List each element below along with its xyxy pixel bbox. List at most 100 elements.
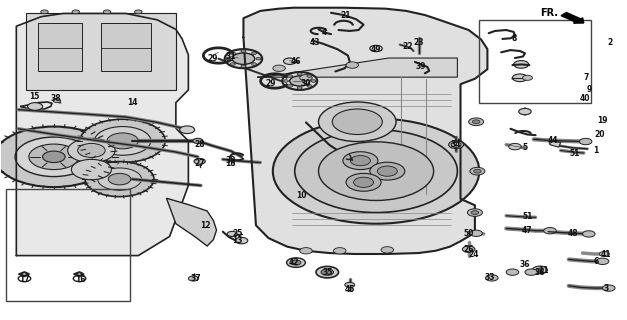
Circle shape	[256, 57, 261, 60]
Circle shape	[41, 10, 48, 14]
Bar	[478, 20, 591, 103]
Circle shape	[532, 266, 547, 274]
Text: 9: 9	[586, 85, 591, 94]
Circle shape	[103, 10, 111, 14]
Circle shape	[354, 177, 374, 188]
Text: 47: 47	[522, 226, 533, 235]
Circle shape	[319, 102, 396, 141]
Circle shape	[85, 162, 154, 197]
Text: 7: 7	[584, 73, 589, 82]
Circle shape	[224, 49, 262, 68]
Circle shape	[300, 248, 312, 254]
Circle shape	[95, 126, 151, 155]
Circle shape	[68, 138, 115, 163]
Circle shape	[582, 231, 595, 237]
Text: 40: 40	[580, 94, 590, 103]
Text: 24: 24	[468, 251, 479, 260]
Text: 37: 37	[191, 274, 201, 283]
Circle shape	[297, 87, 302, 89]
Text: 28: 28	[194, 140, 205, 148]
Circle shape	[519, 108, 531, 115]
Text: 33: 33	[485, 273, 495, 282]
Circle shape	[319, 142, 434, 200]
Circle shape	[291, 260, 301, 265]
Circle shape	[449, 141, 463, 148]
Bar	[6, 189, 130, 301]
Circle shape	[506, 269, 519, 275]
Text: 46: 46	[291, 57, 301, 66]
Text: 43: 43	[310, 38, 320, 47]
Circle shape	[307, 85, 312, 87]
Circle shape	[599, 252, 609, 257]
Text: 29: 29	[207, 53, 218, 62]
Circle shape	[188, 276, 198, 281]
Text: 29: 29	[266, 79, 277, 88]
Text: 31: 31	[226, 52, 236, 61]
Text: 41: 41	[601, 251, 611, 260]
Circle shape	[108, 173, 131, 185]
Circle shape	[179, 126, 194, 133]
Circle shape	[300, 75, 312, 81]
Circle shape	[72, 10, 80, 14]
Circle shape	[290, 76, 310, 86]
Circle shape	[53, 99, 61, 103]
Circle shape	[522, 75, 532, 80]
Text: 32: 32	[226, 156, 236, 164]
Text: 42: 42	[288, 258, 298, 267]
Circle shape	[321, 269, 334, 275]
Text: 15: 15	[29, 92, 39, 101]
Text: 4: 4	[322, 28, 327, 37]
Text: 2: 2	[608, 38, 613, 47]
Circle shape	[71, 159, 112, 180]
Text: 26: 26	[463, 245, 474, 254]
Circle shape	[80, 119, 166, 163]
Circle shape	[536, 268, 544, 272]
Text: 50: 50	[463, 229, 474, 238]
Circle shape	[288, 75, 293, 77]
Circle shape	[194, 158, 205, 164]
Circle shape	[15, 137, 93, 177]
Text: 30: 30	[301, 79, 311, 88]
Circle shape	[346, 173, 381, 191]
Circle shape	[311, 80, 316, 82]
Text: 27: 27	[194, 159, 205, 168]
Circle shape	[512, 74, 527, 82]
Text: 19: 19	[598, 116, 608, 125]
Circle shape	[451, 142, 461, 147]
Circle shape	[350, 156, 371, 166]
Circle shape	[596, 258, 609, 265]
Text: 13: 13	[232, 236, 243, 245]
Circle shape	[508, 143, 521, 150]
Text: 25: 25	[232, 229, 243, 238]
Circle shape	[235, 237, 248, 244]
Circle shape	[316, 267, 339, 278]
Circle shape	[241, 50, 246, 52]
Text: 12: 12	[201, 221, 211, 230]
Circle shape	[462, 246, 475, 252]
Circle shape	[282, 72, 317, 90]
Text: 3: 3	[604, 284, 609, 292]
Text: 35: 35	[322, 268, 332, 277]
Circle shape	[78, 143, 105, 157]
Circle shape	[283, 58, 296, 64]
Text: 38: 38	[50, 94, 61, 103]
Circle shape	[471, 211, 478, 214]
Circle shape	[227, 231, 237, 236]
Circle shape	[251, 52, 256, 54]
Circle shape	[230, 63, 235, 65]
Polygon shape	[16, 13, 188, 256]
Polygon shape	[38, 23, 82, 71]
Circle shape	[514, 60, 529, 68]
Circle shape	[470, 167, 485, 175]
Text: 11: 11	[539, 266, 549, 276]
Circle shape	[370, 45, 382, 52]
Text: 22: 22	[402, 42, 413, 52]
Circle shape	[28, 103, 43, 110]
Circle shape	[473, 169, 481, 173]
Circle shape	[29, 144, 79, 170]
Circle shape	[470, 230, 482, 236]
Text: 34: 34	[451, 140, 461, 149]
Text: 44: 44	[547, 136, 558, 145]
Circle shape	[232, 53, 255, 64]
Circle shape	[343, 152, 378, 170]
